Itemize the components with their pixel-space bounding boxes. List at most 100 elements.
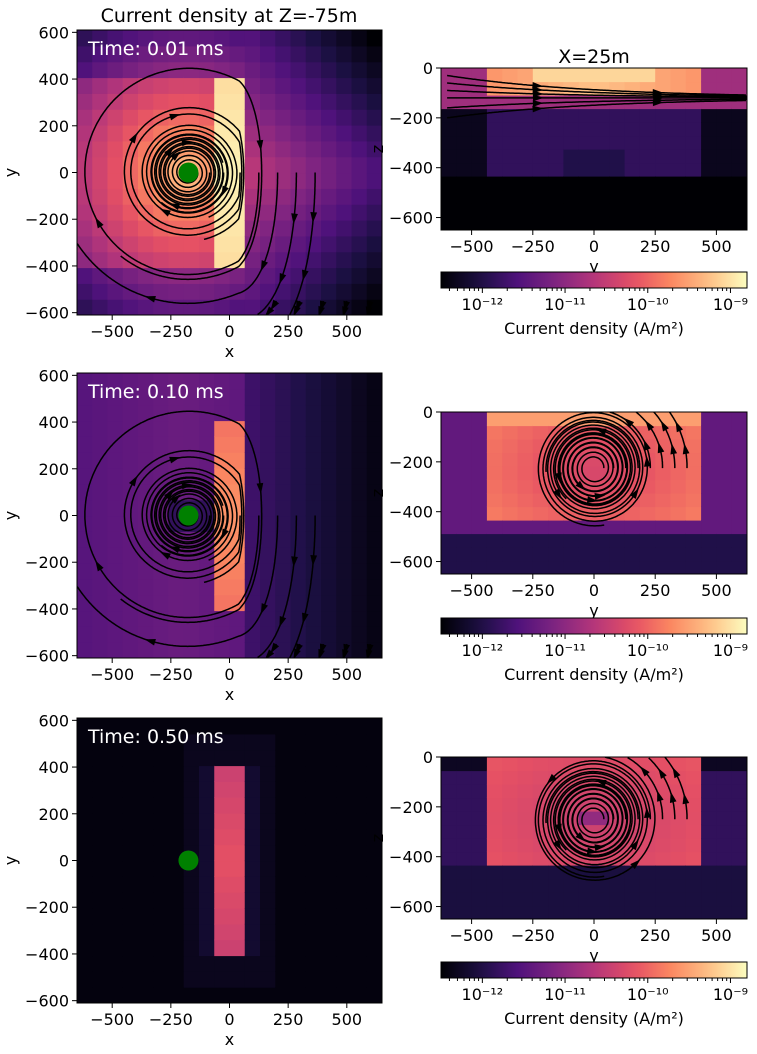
heatmap-cell — [563, 560, 580, 574]
heatmap-cell — [471, 892, 488, 907]
heatmap-cell — [153, 781, 170, 798]
heatmap-cell — [624, 189, 641, 204]
heatmap-cell — [229, 299, 246, 315]
heatmap-cell — [199, 388, 215, 406]
heatmap-cell — [366, 436, 382, 453]
heatmap-cell — [229, 828, 246, 846]
heatmap-cell — [321, 892, 337, 909]
streamline — [84, 410, 263, 624]
heatmap-cell — [670, 108, 687, 123]
heatmap-cell — [321, 987, 337, 1003]
heatmap-cell — [471, 770, 488, 785]
heatmap-cell — [153, 797, 170, 814]
heatmap-cell — [578, 149, 595, 164]
heatmap-cell — [290, 45, 307, 63]
streamline-arrow — [293, 648, 301, 658]
heatmap-cell — [456, 533, 473, 548]
heatmap-cell — [107, 547, 124, 564]
heatmap-cell — [336, 923, 353, 941]
heatmap-cell — [260, 93, 276, 110]
heatmap-cell — [336, 468, 353, 485]
heatmap-cell — [532, 811, 549, 826]
heatmap-cell — [701, 425, 717, 440]
source-marker — [178, 505, 199, 526]
heatmap-cell — [290, 420, 307, 437]
heatmap-cell — [290, 436, 307, 453]
heatmap-cell — [639, 162, 656, 177]
heatmap-cell — [624, 865, 641, 880]
heatmap-cell — [609, 189, 626, 204]
streamline-arrow — [164, 489, 175, 500]
heatmap-cell — [351, 61, 368, 79]
heatmap-cell — [305, 299, 322, 315]
heatmap-cell — [275, 483, 292, 501]
heatmap-cell — [594, 533, 610, 548]
heatmap-cell — [138, 45, 154, 63]
heatmap-cell — [290, 188, 307, 205]
heatmap-cell — [244, 388, 261, 406]
heatmap-cell — [199, 749, 215, 767]
heatmap-cell — [441, 851, 457, 866]
heatmap-cell — [153, 235, 170, 253]
streamline-arrow — [159, 208, 171, 217]
heatmap-cell — [244, 749, 261, 767]
heatmap-cell — [351, 188, 368, 205]
heatmap-cell — [685, 439, 702, 454]
heatmap-cell — [471, 425, 488, 440]
heatmap-cell — [351, 267, 368, 284]
heatmap-cell — [456, 176, 473, 191]
heatmap-cell — [275, 971, 292, 988]
heatmap-cell — [229, 860, 246, 877]
heatmap-cell — [486, 216, 503, 230]
heatmap-cell — [366, 452, 382, 469]
heatmap-cell — [609, 81, 626, 96]
heatmap-cell — [701, 757, 717, 772]
heatmap-cell — [548, 506, 564, 521]
heatmap-cell — [471, 851, 488, 866]
heatmap-cell — [77, 93, 93, 110]
heatmap-cell — [107, 388, 124, 406]
heatmap-cell — [655, 68, 672, 83]
heatmap-cell — [441, 439, 457, 454]
heatmap-cell — [351, 204, 368, 221]
streamline-arrow — [265, 306, 275, 315]
heatmap-cell — [77, 251, 93, 269]
heatmap-cell — [685, 784, 702, 799]
heatmap-cell — [321, 955, 337, 972]
heatmap-cell — [456, 68, 473, 83]
heatmap-cell — [685, 216, 702, 230]
heatmap-cell — [366, 77, 382, 94]
heatmap-cell — [502, 412, 519, 427]
heatmap-cell — [486, 547, 503, 562]
heatmap-cell — [305, 436, 322, 453]
heatmap-cell — [532, 878, 549, 893]
heatmap-cell — [670, 560, 687, 574]
heatmap-cell — [685, 851, 702, 866]
heatmap-cell — [624, 878, 641, 893]
heatmap-cell — [92, 283, 109, 300]
heatmap-cell — [502, 68, 519, 83]
heatmap-cell — [153, 436, 170, 453]
streamline-arrow — [643, 455, 651, 467]
heatmap-cell — [275, 578, 292, 596]
heatmap-cell — [107, 749, 124, 767]
heatmap-cell — [183, 749, 200, 767]
heatmap-cell — [655, 824, 672, 839]
heatmap-cell — [199, 955, 215, 972]
heatmap-cell — [290, 156, 307, 174]
heatmap-cell — [122, 251, 139, 269]
heatmap-cell — [229, 923, 246, 941]
heatmap-cell — [199, 813, 215, 830]
heatmap-cell — [670, 547, 687, 562]
heatmap-cell — [290, 828, 307, 846]
heatmap-cell — [366, 797, 382, 814]
heatmap-cell — [532, 560, 549, 574]
heatmap-cell — [290, 93, 307, 110]
heatmap-cell — [731, 757, 747, 772]
heatmap-cell — [275, 235, 292, 253]
heatmap-cell — [153, 908, 170, 925]
heatmap-cell — [336, 531, 353, 548]
heatmap-cell — [260, 860, 276, 877]
heatmap-cell — [336, 45, 353, 63]
